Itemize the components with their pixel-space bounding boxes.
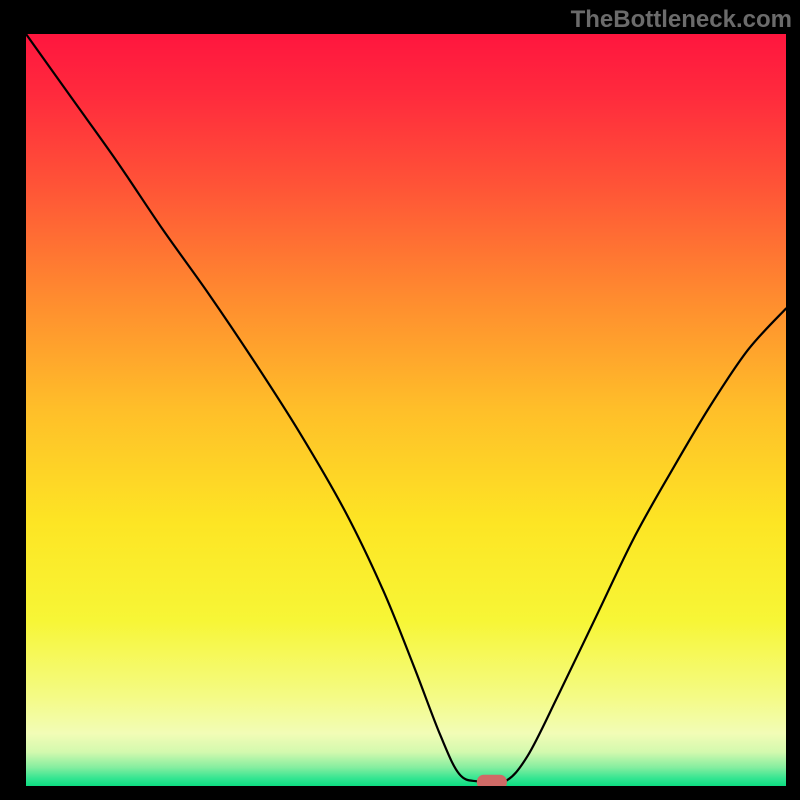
plot-svg (26, 34, 786, 786)
plot-area (26, 34, 786, 786)
plot-background (26, 34, 786, 786)
optimum-marker (477, 775, 507, 786)
chart-container: TheBottleneck.com (0, 0, 800, 800)
watermark-text: TheBottleneck.com (571, 6, 792, 34)
